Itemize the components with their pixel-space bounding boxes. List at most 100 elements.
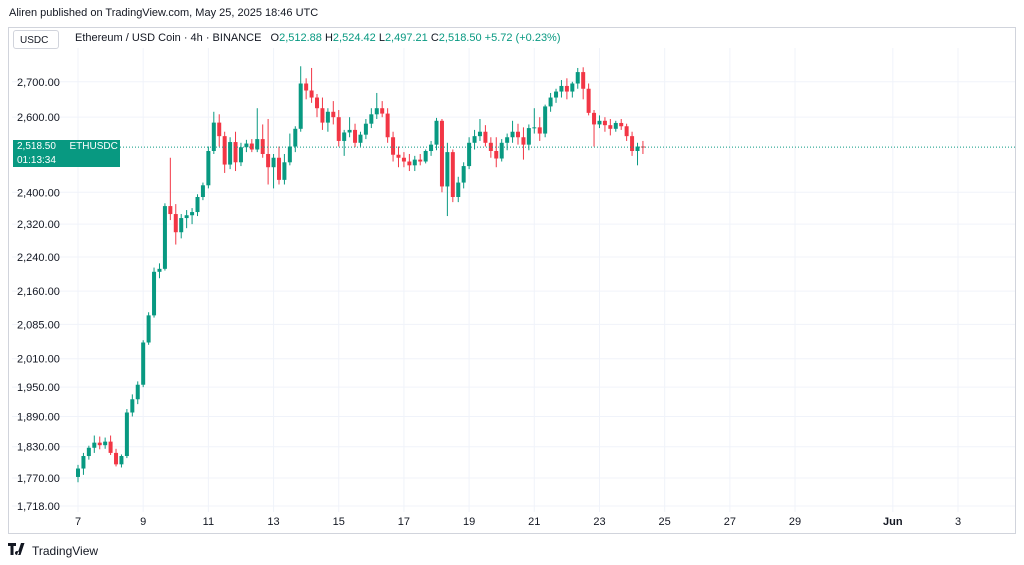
candle [494,137,499,168]
candle [499,139,504,162]
candle-body [635,146,640,151]
candle [401,152,406,168]
tradingview-logo-icon [8,543,28,558]
candle-body [363,123,368,135]
x-tick-label: 11 [203,516,214,528]
candle-body [336,117,341,141]
candle-body [86,447,91,457]
candle-body [157,268,162,272]
candle [570,81,575,98]
y-tick-label: 2,160.00 [17,286,60,298]
candle-body [320,108,325,123]
candle [119,454,124,468]
candle-body [293,128,298,147]
candle-body [374,108,379,115]
y-tick-label: 2,600.00 [17,112,60,124]
candle [537,117,542,141]
candle [630,131,635,156]
candle [168,157,173,221]
candle-body [228,142,233,165]
candle [543,104,548,138]
candle [369,108,374,129]
candle-body [597,120,602,125]
candle-body [624,126,629,137]
candle-body [141,342,146,385]
x-tick-label: 29 [789,516,801,528]
candle-body [146,315,151,343]
close-label: C [430,32,439,44]
candle-body [179,218,184,233]
candle [472,129,477,150]
candle [592,109,597,147]
candle-countdown: 01:13:34 [17,155,56,167]
candle-body [195,196,200,213]
candle-body [532,127,537,129]
candle-body [173,214,178,233]
candle [124,409,129,459]
candle [483,125,488,147]
candle [276,146,281,185]
candle-body [537,127,542,134]
candle [418,153,423,166]
candle-body [249,143,254,150]
candle [619,118,624,130]
candle [581,67,586,100]
candle-body [353,129,358,143]
candle [266,118,271,185]
candle [554,88,559,103]
candle [445,142,450,217]
x-tick-label: 25 [659,516,671,528]
candle-body [401,157,406,162]
candle [331,101,336,125]
high-label: H [324,32,333,44]
candle-body [124,412,129,457]
symbol-search-box[interactable]: USDC [13,30,59,49]
candle [255,108,260,153]
publisher-credit: Aliren published on TradingView.com, May… [9,7,319,19]
candle-body [108,441,113,453]
candle-body [152,271,157,316]
candle [200,182,205,201]
y-tick-label: 2,085.00 [17,319,60,331]
candle [146,312,151,345]
candle-body [543,106,548,134]
candle [559,80,564,98]
candle [108,435,113,455]
candle [244,139,249,153]
candle-body [276,157,281,180]
y-tick-label: 2,700.00 [17,77,60,89]
candle [467,137,472,170]
candle [157,263,162,279]
candle [103,437,108,449]
candle-body [445,152,450,187]
candle [271,153,276,189]
candle-body [439,120,444,187]
candle [206,146,211,189]
candle [249,139,254,153]
candle-body [494,150,499,159]
candle-body [380,108,385,114]
candle [282,153,287,185]
candle-body [564,85,569,92]
y-tick-label: 1,830.00 [17,442,60,454]
candle-body [200,185,205,197]
candle [385,108,390,143]
candle-body [472,136,477,143]
candle-body [190,212,195,216]
candle-body [244,143,249,148]
candle-body [347,129,352,133]
candle [114,448,119,467]
x-tick-label: 17 [398,516,410,528]
x-axis: 7 9 11 13 15 17 19 21 23 25 27 29 Jun 3 [75,516,961,528]
candle [363,118,368,140]
candle [532,108,537,134]
candle [450,149,455,203]
candle-body [516,131,520,138]
candle [347,117,352,138]
candle [184,210,189,229]
candle-body [477,131,482,137]
tradingview-brand[interactable]: TradingView [8,543,98,558]
x-tick-label: 21 [528,516,540,528]
y-tick-label: 2,010.00 [17,354,60,366]
